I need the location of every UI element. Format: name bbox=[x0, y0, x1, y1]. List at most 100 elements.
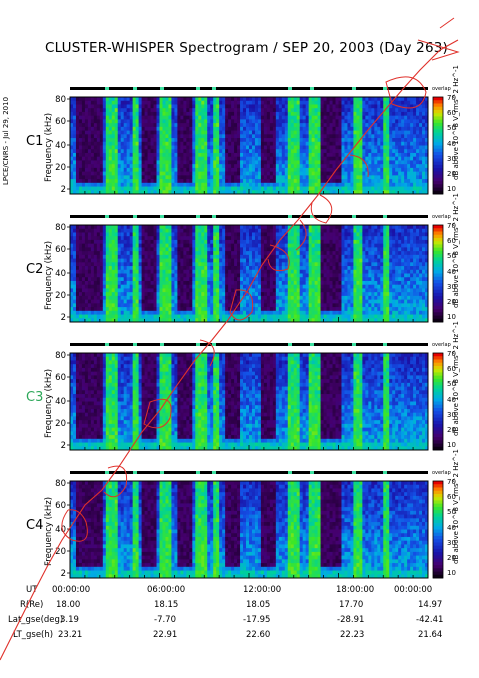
spectrogram-cell bbox=[371, 130, 375, 135]
spectrogram-cell bbox=[132, 254, 137, 259]
spectrogram-cell bbox=[75, 126, 80, 131]
spectrogram-cell bbox=[138, 167, 142, 173]
spectrogram-cell bbox=[287, 138, 292, 143]
spectrogram-cell bbox=[413, 104, 417, 109]
spectrogram-cell bbox=[75, 186, 80, 191]
spectrogram-cell bbox=[192, 119, 196, 124]
spectrogram-cell bbox=[102, 149, 107, 154]
spectrogram-cell bbox=[96, 262, 101, 267]
spectrogram-cell bbox=[251, 269, 256, 274]
spectrogram-cell bbox=[177, 288, 181, 293]
spectrogram-cell bbox=[401, 126, 405, 131]
spectrogram-cell bbox=[159, 186, 163, 191]
spectrogram-cell bbox=[225, 126, 229, 131]
status-mark bbox=[160, 87, 164, 90]
spectrogram-cell bbox=[383, 123, 387, 128]
spectrogram-cell bbox=[198, 108, 202, 113]
spectrogram-cell bbox=[171, 175, 175, 180]
spectrogram-cell bbox=[132, 251, 137, 256]
spectrogram-cell bbox=[225, 307, 229, 312]
colorbar-cell bbox=[433, 151, 443, 156]
spectrogram-cell bbox=[78, 104, 83, 109]
spectrogram-cell bbox=[213, 292, 217, 297]
spectrogram-cell bbox=[308, 130, 313, 135]
spectrogram-cell bbox=[210, 100, 214, 105]
spectrogram-cell bbox=[117, 100, 122, 105]
spectrogram-cell bbox=[156, 288, 160, 293]
spectrogram-cell bbox=[222, 134, 226, 139]
spectrogram-cell bbox=[254, 258, 259, 263]
spectrogram-cell bbox=[126, 266, 131, 271]
spectrogram-cell bbox=[70, 138, 74, 143]
spectrogram-cell bbox=[216, 115, 220, 120]
spectrogram-cell bbox=[177, 182, 181, 187]
spectrogram-cell bbox=[374, 145, 378, 150]
spectrogram-cell bbox=[135, 269, 140, 274]
spectrogram-cell bbox=[377, 108, 381, 113]
spectrogram-cell bbox=[308, 182, 313, 187]
spectrogram-cell bbox=[207, 288, 211, 293]
spectrogram-cell bbox=[144, 251, 148, 256]
spectrogram-cell bbox=[353, 179, 357, 184]
spectrogram-cell bbox=[105, 149, 110, 154]
spectrogram-cell bbox=[186, 164, 190, 169]
spectrogram-cell bbox=[87, 167, 92, 173]
spectrogram-cell bbox=[183, 130, 187, 135]
spectrogram-cell bbox=[314, 167, 319, 173]
spectrogram-cell bbox=[192, 164, 196, 169]
spectrogram-cell bbox=[174, 145, 178, 150]
spectrogram-cell bbox=[96, 152, 101, 158]
spectrogram-cell bbox=[129, 167, 134, 173]
spectrogram-cell bbox=[240, 236, 244, 241]
spectrogram-cell bbox=[159, 288, 163, 293]
spectrogram-cell bbox=[272, 130, 277, 135]
spectrogram-cell bbox=[132, 97, 137, 102]
spectrogram-cell bbox=[240, 119, 244, 124]
spectrogram-cell bbox=[174, 141, 178, 146]
spectrogram-cell bbox=[81, 182, 86, 187]
spectrogram-cell bbox=[347, 108, 351, 113]
spectrogram-cell bbox=[198, 273, 202, 278]
spectrogram-cell bbox=[159, 138, 163, 143]
spectrogram-cell bbox=[419, 167, 423, 173]
spectrogram-cell bbox=[75, 119, 80, 124]
spectrogram-cell bbox=[90, 152, 95, 158]
spectrogram-cell bbox=[365, 119, 369, 124]
spectrogram-cell bbox=[225, 273, 229, 278]
spectrogram-cell bbox=[84, 284, 89, 289]
spectrogram-cell bbox=[392, 108, 396, 113]
spectrogram-cell bbox=[84, 126, 89, 131]
spectrogram-cell bbox=[377, 160, 381, 165]
spectrogram-cell bbox=[186, 295, 190, 301]
spectrogram-cell bbox=[201, 269, 205, 274]
spectrogram-cell bbox=[192, 295, 196, 301]
spectrogram-cell bbox=[228, 239, 232, 245]
spectrogram-cell bbox=[284, 97, 289, 102]
spectrogram-cell bbox=[395, 115, 399, 120]
spectrogram-cell bbox=[332, 186, 336, 191]
spectrogram-cell bbox=[365, 100, 369, 105]
spectrogram-cell bbox=[225, 138, 229, 143]
spectrogram-cell bbox=[413, 138, 417, 143]
spectrogram-cell bbox=[216, 228, 220, 233]
spectrogram-cell bbox=[269, 134, 274, 139]
spectrogram-cell bbox=[308, 149, 313, 154]
spectrogram-cell bbox=[407, 126, 411, 131]
spectrogram-cell bbox=[407, 100, 411, 105]
spectrogram-cell bbox=[108, 266, 113, 271]
spectrogram-cell bbox=[347, 115, 351, 120]
spectrogram-cell bbox=[240, 303, 244, 308]
spectrogram-cell bbox=[75, 292, 80, 297]
spectrogram-cell bbox=[222, 111, 226, 117]
spectrogram-cell bbox=[359, 97, 363, 102]
spectrogram-cell bbox=[246, 295, 250, 301]
spectrogram-cell bbox=[317, 126, 321, 131]
spectrogram-cell bbox=[243, 299, 247, 304]
spectrogram-cell bbox=[87, 175, 92, 180]
spectrogram-cell bbox=[192, 228, 196, 233]
spectrogram-cell bbox=[207, 179, 211, 184]
spectrogram-cell bbox=[204, 182, 208, 187]
spectrogram-cell bbox=[126, 262, 131, 267]
spectrogram-cell bbox=[260, 288, 265, 293]
spectrogram-cell bbox=[213, 115, 217, 120]
